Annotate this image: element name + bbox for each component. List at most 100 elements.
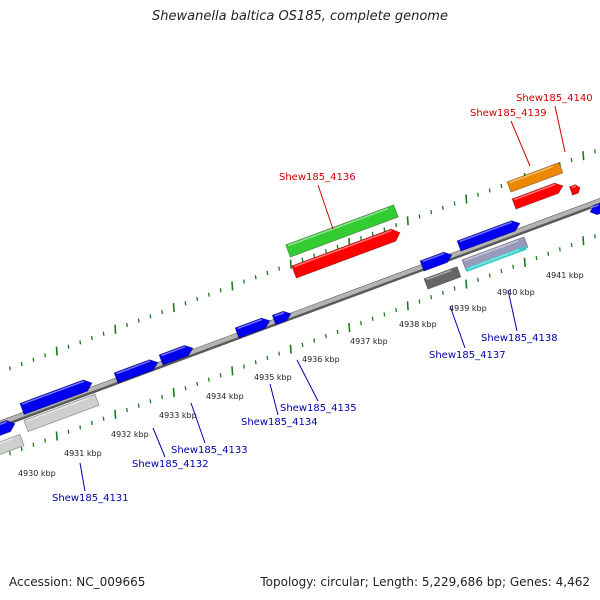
gene-features xyxy=(0,162,600,457)
gene-shew185-4131-reverse[interactable] xyxy=(23,393,100,433)
inner-tick xyxy=(371,316,374,321)
scale-label: 4933 kbp xyxy=(159,411,197,420)
scale-label: 4931 kbp xyxy=(64,449,102,458)
outer-tick xyxy=(126,322,128,328)
gene-shew185-4138b-reverse[interactable] xyxy=(465,245,527,272)
scale-labels: 4930 kbp 4931 kbp 4932 kbp 4933 kbp 4934 kbp… xyxy=(18,271,584,478)
outer-tick xyxy=(360,236,362,241)
scale-label: 4939 kbp xyxy=(449,304,487,313)
gene-shew185-4136-reverse[interactable] xyxy=(291,227,403,279)
gene-shew185-4139-forward[interactable] xyxy=(506,162,564,193)
outer-tick xyxy=(278,266,281,271)
inner-tick xyxy=(582,236,585,246)
inner-tick xyxy=(324,334,327,339)
inner-tick xyxy=(9,451,11,456)
gene-label[interactable]: Shew185_4134 xyxy=(241,417,318,428)
outer-tick xyxy=(243,279,245,284)
outer-tick xyxy=(371,231,374,236)
gene-shew185-4130-reverse[interactable] xyxy=(0,433,25,457)
gene-label[interactable]: Shew185_4135 xyxy=(280,403,357,414)
outer-tick xyxy=(441,205,444,210)
gene-shew185-4131-forward[interactable] xyxy=(19,377,94,416)
inner-tick xyxy=(395,308,398,313)
gene-shew185-4140b-reverse[interactable] xyxy=(568,183,581,196)
outer-tick xyxy=(102,331,105,336)
outer-tick xyxy=(594,149,596,154)
gene-shew185-4140-reverse[interactable] xyxy=(511,181,565,210)
inner-tick xyxy=(500,268,503,274)
inner-tick xyxy=(430,295,433,300)
gene-leader-line xyxy=(296,359,319,402)
gene-label[interactable]: Shew185_4139 xyxy=(470,108,547,119)
outer-tick xyxy=(32,357,35,362)
inner-tick xyxy=(547,251,550,256)
outer-tick xyxy=(465,194,468,204)
genome-backbone xyxy=(0,197,600,429)
gene-label[interactable]: Shew185_4138 xyxy=(481,333,558,344)
outer-tick xyxy=(207,292,210,297)
outer-tick xyxy=(149,314,152,319)
scale-label: 4940 kbp xyxy=(497,288,535,297)
gene-shew185-4138-forward[interactable] xyxy=(456,218,522,252)
outer-tick xyxy=(383,227,386,232)
gene-leader-line xyxy=(507,289,518,332)
inner-tick xyxy=(512,264,515,269)
gene-label[interactable]: Shew185_4140 xyxy=(516,93,593,104)
inner-tick xyxy=(301,342,304,347)
scale-label: 4941 kbp xyxy=(546,271,584,280)
inner-tick xyxy=(126,407,128,413)
gene-shew185-4135-forward[interactable] xyxy=(271,309,292,326)
outer-tick xyxy=(184,301,187,306)
outer-tick xyxy=(231,281,234,291)
gene-label[interactable]: Shew185_4131 xyxy=(52,493,129,504)
inner-tick xyxy=(231,366,234,376)
outer-tick xyxy=(20,361,23,367)
inner-tick xyxy=(465,279,468,289)
inner-tick xyxy=(172,388,175,398)
inner-tick xyxy=(67,429,70,434)
gene-leader-line xyxy=(317,184,334,230)
inner-tick xyxy=(406,301,409,311)
outer-tick xyxy=(395,223,398,228)
gene-label[interactable]: Shew185_4133 xyxy=(171,445,248,456)
gene-shew185-4141-forward[interactable] xyxy=(588,201,600,217)
accession-text: Accession: NC_009665 xyxy=(9,575,146,589)
gene-leader-line xyxy=(79,462,86,492)
gene-shew185-4132-forward[interactable] xyxy=(113,357,160,384)
gene-shew185-4136-forward[interactable] xyxy=(285,204,399,258)
inner-tick xyxy=(441,290,444,295)
backbone-line xyxy=(0,198,600,426)
inner-tick xyxy=(383,312,386,317)
map-title: Shewanella baltica OS185, complete genom… xyxy=(152,9,448,24)
inner-tick xyxy=(336,329,339,334)
gene-leader-line xyxy=(190,402,206,444)
outer-tick xyxy=(114,324,117,334)
gene-label[interactable]: Shew185_4132 xyxy=(132,459,209,470)
gene-shew185-4133-forward[interactable] xyxy=(158,343,195,366)
inner-tick xyxy=(196,381,199,387)
outer-tick xyxy=(430,210,433,215)
scale-label: 4937 kbp xyxy=(350,337,388,346)
gene-leader-line xyxy=(554,105,566,153)
inner-tick xyxy=(79,425,82,430)
inner-tick xyxy=(418,299,421,304)
outer-tick xyxy=(266,270,269,276)
inner-tick xyxy=(161,394,164,400)
inner-tick xyxy=(289,344,292,354)
inner-tick xyxy=(266,355,269,361)
gene-shew185-4137-forward[interactable] xyxy=(419,250,454,272)
inner-tick xyxy=(219,373,222,378)
outer-tick xyxy=(488,188,491,193)
outer-tick xyxy=(55,346,58,356)
outer-tick xyxy=(324,249,327,254)
gene-shew185-4137-reverse[interactable] xyxy=(423,266,462,290)
gene-shew185-4138-reverse[interactable] xyxy=(461,236,529,271)
gene-leader-line xyxy=(449,305,466,349)
gene-label[interactable]: Shew185_4136 xyxy=(279,172,356,183)
gene-shew185-4130-forward[interactable] xyxy=(0,418,17,438)
scale-label: 4932 kbp xyxy=(111,430,149,439)
outer-tick xyxy=(196,296,199,302)
gene-label[interactable]: Shew185_4137 xyxy=(429,350,506,361)
gene-shew185-4134-forward[interactable] xyxy=(234,316,272,339)
inner-tick xyxy=(102,416,105,421)
